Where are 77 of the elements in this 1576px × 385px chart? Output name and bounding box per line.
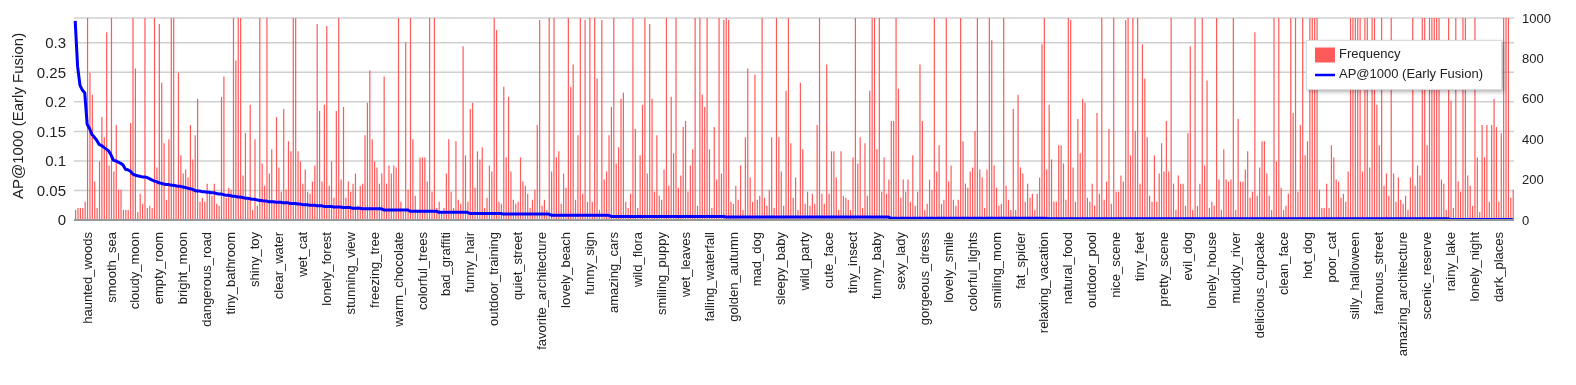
x-tick-label: hot_dog (1299, 232, 1315, 279)
x-tick-label: outdoor_training (486, 232, 502, 326)
x-tick-label: mad_dog (749, 232, 765, 287)
x-tick-label: dark_places (1490, 231, 1506, 303)
x-tick-label: empty_room (151, 232, 167, 305)
x-tick-label: stunning_view (342, 231, 358, 315)
legend-label: Frequency (1339, 46, 1401, 62)
x-tick-label: silly_halloween (1347, 232, 1363, 320)
x-tick-label: outdoor_pool (1084, 231, 1100, 308)
x-tick-label: fat_spider (1012, 231, 1028, 290)
x-tick-label: wet_leaves (677, 231, 693, 299)
x-tick-label: pretty_scene (1156, 232, 1172, 307)
x-tick-label: relaxing_vacation (1036, 232, 1052, 334)
x-tick-label: funny_baby (869, 231, 885, 300)
x-tick-label: rainy_lake (1443, 232, 1459, 292)
x-tick-label: nice_scene (1108, 232, 1124, 298)
x-tick-label: bright_moon (175, 232, 191, 305)
x-tick-label: amazing_architecture (1395, 232, 1411, 357)
x-tick-label: muddy_river (1227, 231, 1243, 304)
x-tick-label: gorgeous_dress (916, 231, 932, 326)
x-tick-label: scenic_reserve (1419, 232, 1435, 320)
x-tick-label: lonely_house (1203, 232, 1219, 309)
x-tick-label: poor_cat (1323, 231, 1339, 283)
x-tick-label: freezing_tree (366, 232, 382, 308)
y-tick-label: 0.2 (45, 93, 66, 111)
x-tick-label: lovely_smile (940, 232, 956, 303)
y-tick-label: 0.1 (45, 152, 66, 170)
x-tick-label: colorful_trees (414, 231, 430, 311)
x-tick-label: clear_water (271, 231, 287, 300)
y2-tick-label: 800 (1522, 51, 1544, 67)
x-tick-label: tiny_insect (845, 231, 861, 294)
y-tick-label: 0.25 (36, 63, 66, 81)
y2-tick-label: 400 (1522, 131, 1544, 147)
x-tick-label: funny_hair (462, 231, 478, 293)
x-tick-label: lovely_beach (558, 232, 574, 308)
x-tick-label: evil_dog (1179, 232, 1195, 281)
x-tick-label: cute_face (821, 232, 837, 289)
x-tick-label: smiling_mom (988, 232, 1004, 309)
x-tick-label: wet_cat (294, 231, 310, 278)
x-tick-label: quiet_street (510, 231, 526, 300)
x-tick-label: favorite_architecture (534, 232, 550, 350)
y-axis-title: AP@1000 (Early Fusion) (9, 32, 27, 199)
x-tick-label: amazing_cars (605, 231, 621, 313)
legend-label: AP@1000 (Early Fusion) (1339, 66, 1483, 82)
x-tick-label: sleepy_baby (773, 231, 789, 305)
y-tick-label: 0.05 (36, 181, 66, 199)
x-tick-label: sexy_lady (892, 231, 908, 290)
x-tick-label: smooth_sea (103, 231, 119, 303)
x-tick-label: bad_graffiti (438, 231, 454, 297)
y-tick-label: 0.15 (36, 122, 66, 140)
x-tick-label: warm_chocolate (390, 232, 406, 328)
x-tick-label: dangerous_road (199, 232, 215, 327)
x-tick-label: haunted_woods (79, 231, 95, 324)
x-tick-label: falling_waterfall (701, 231, 717, 322)
x-tick-label: smiling_puppy (653, 231, 669, 316)
x-tick-label: colorful_lights (964, 231, 980, 312)
x-tick-label: golden_autumn (725, 232, 741, 322)
x-tick-label: wild_flora (629, 231, 645, 288)
x-tick-label: clean_face (1275, 232, 1291, 295)
x-tick-label: famous_street (1371, 231, 1387, 315)
y2-tick-label: 200 (1522, 172, 1544, 188)
x-tick-label: lonely_night (1467, 231, 1483, 302)
x-tick-label: funny_sign (581, 232, 597, 295)
x-tick-label: natural_food (1060, 232, 1076, 305)
x-tick-label: tiny_bathroom (223, 232, 239, 315)
y2-tick-label: 1000 (1522, 10, 1551, 26)
x-tick-label: wild_party (797, 231, 813, 292)
x-tick-label: lonely_forest (318, 231, 334, 306)
y2-tick-label: 600 (1522, 91, 1544, 107)
x-tick-label: cloudy_moon (127, 232, 143, 310)
y-tick-label: 0 (57, 211, 66, 229)
x-tick-label: delicious_cupcake (1251, 232, 1267, 339)
x-tick-label: shiny_toy (247, 231, 263, 287)
x-tick-label: tiny_feet (1132, 231, 1148, 282)
y-tick-label: 0.3 (45, 34, 66, 52)
y2-tick-label: 0 (1522, 212, 1530, 228)
line-series (73, 19, 1515, 220)
